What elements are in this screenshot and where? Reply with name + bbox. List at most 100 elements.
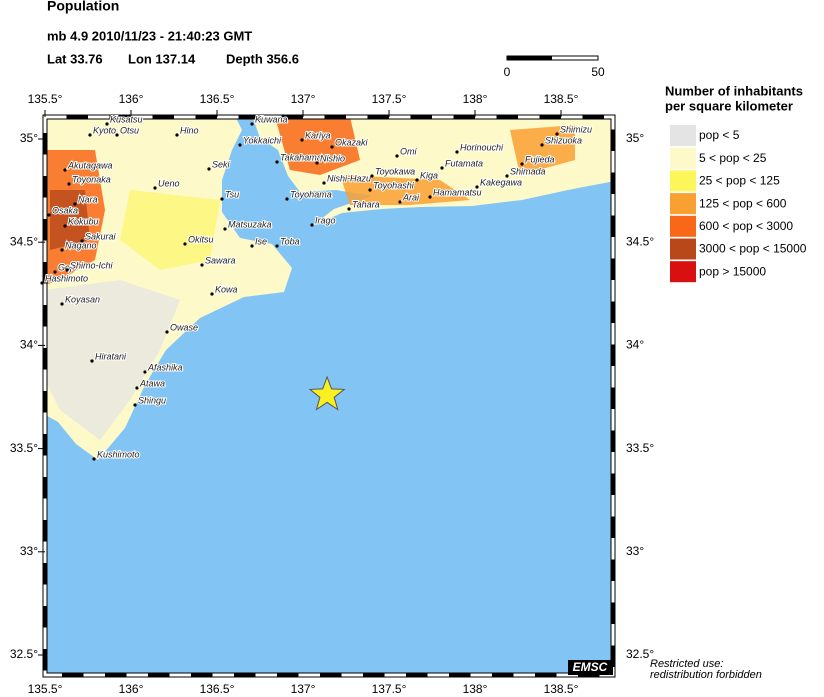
city-dot — [395, 154, 399, 158]
legend-swatch — [670, 215, 696, 237]
city-label: Toyohama — [290, 189, 332, 199]
city-label: Sawara — [205, 255, 236, 265]
title: Population — [47, 0, 119, 14]
city-dot — [200, 263, 204, 267]
legend-swatch — [670, 147, 696, 169]
notice: Restricted use: — [650, 658, 723, 670]
city-dot — [505, 174, 509, 178]
event-lat: Lat 33.76 — [47, 51, 103, 66]
x-tick-label: 135.5° — [28, 682, 63, 696]
x-tick-label: 136.5° — [200, 682, 235, 696]
city-dot — [63, 168, 67, 172]
y-tick-label: 35° — [626, 131, 644, 145]
urban-osaka-core — [50, 190, 90, 250]
city-dot — [165, 330, 169, 334]
city-dot — [207, 167, 211, 171]
y-tick-label: 33.5° — [626, 441, 654, 455]
x-tick-label: 138.5° — [544, 682, 579, 696]
scale-bar: 0 50 — [504, 55, 605, 79]
event-depth: Depth 356.6 — [226, 51, 299, 66]
city-label: Tahara — [352, 199, 380, 209]
city-dot — [250, 122, 254, 126]
city-label: Gojo — [58, 262, 77, 272]
city-dot — [368, 188, 372, 192]
legend-label: 600 < pop < 3000 — [699, 219, 793, 233]
city-label: Otsu — [120, 125, 139, 135]
city-dot — [80, 239, 84, 243]
city-dot — [67, 182, 71, 186]
city-dot — [250, 244, 254, 248]
city-label: Nagano — [65, 240, 97, 250]
city-label: Toyonaka — [72, 174, 111, 184]
epicenter-star — [308, 375, 346, 411]
city-label: Koyasan — [65, 294, 100, 304]
city-label: Atawa — [139, 378, 165, 388]
y-tick-label: 33° — [626, 544, 644, 558]
y-tick-label: 35° — [20, 131, 38, 145]
city-dot — [105, 122, 109, 126]
legend-label: 125 < pop < 600 — [699, 196, 787, 210]
rural-area — [45, 280, 180, 440]
city-label: Akutagawa — [67, 160, 113, 170]
city-label: Hamamatsu — [433, 187, 482, 197]
city-dot — [40, 281, 44, 285]
legend-label: pop < 5 — [699, 128, 740, 142]
city-dot — [175, 133, 179, 137]
city-dot — [65, 268, 69, 272]
city-label: Osaka — [52, 205, 78, 215]
urban-nagoya — [275, 117, 360, 175]
city-label: Kushimoto — [97, 449, 140, 459]
x-tick-label: 136.5° — [200, 92, 235, 106]
city-dot — [88, 133, 92, 137]
city-dot — [475, 185, 479, 189]
y-tick-label: 34.5° — [626, 234, 654, 248]
city-dot — [73, 202, 77, 206]
legend-swatch — [670, 261, 696, 283]
city-label: Ise — [255, 236, 267, 246]
city-dot — [53, 270, 57, 274]
city-label: Tsu — [225, 189, 239, 199]
city-label: Owase — [170, 322, 198, 332]
city-label: Kariya — [305, 130, 331, 140]
legend-title: Number of inhabitants — [665, 83, 803, 98]
city-dot — [322, 181, 326, 185]
city-label: Shingu — [138, 395, 166, 405]
city-dot — [428, 195, 432, 199]
scale-label: 0 — [504, 65, 511, 79]
event-lon: Lon 137.14 — [128, 51, 196, 66]
city-label: Shizuoka — [545, 135, 582, 145]
city-label: Sakurai — [85, 231, 117, 241]
event-info: mb 4.9 2010/11/23 - 21:40:23 GMT — [47, 28, 252, 43]
city-label: Kowa — [215, 284, 238, 294]
legend-label: 25 < pop < 125 — [699, 174, 780, 188]
x-tick-label: 136° — [119, 682, 144, 696]
city-dot — [310, 223, 314, 227]
city-label: Toyokawa — [375, 166, 415, 176]
city-dot — [347, 207, 351, 211]
x-tick-label: 136° — [119, 92, 144, 106]
city-label: Horinouchi — [460, 142, 504, 152]
city-label: Seki — [212, 159, 231, 169]
city-label: Yokkaichi — [243, 135, 282, 145]
city-label: Futamata — [445, 158, 483, 168]
city-dot — [143, 370, 147, 374]
city-dot — [135, 386, 139, 390]
x-tick-label: 137° — [291, 682, 316, 696]
legend-title: per square kilometer — [665, 98, 793, 113]
city-label: Kusatsu — [110, 114, 143, 124]
x-tick-label: 135.5° — [28, 92, 63, 106]
city-label: Takahama — [280, 152, 322, 162]
legend-label: pop > 15000 — [699, 264, 766, 278]
x-tick-label: 137.5° — [372, 682, 407, 696]
scale-bar-fill — [507, 56, 552, 60]
city-dot — [47, 213, 51, 217]
city-dot — [60, 302, 64, 306]
city-label: Okazaki — [335, 137, 369, 147]
city-dot — [398, 200, 402, 204]
city-label: Kokubu — [68, 216, 99, 226]
city-dot — [63, 224, 67, 228]
city-dot — [440, 166, 444, 170]
x-tick-label: 137.5° — [372, 92, 407, 106]
city-dot — [115, 133, 119, 137]
